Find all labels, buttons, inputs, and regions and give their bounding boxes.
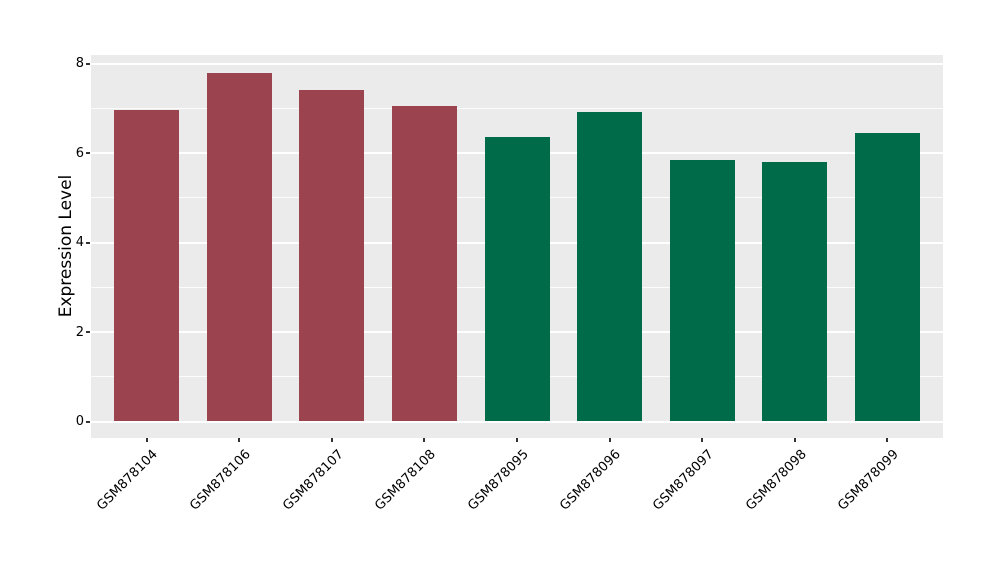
x-tick-label-GSM878104: GSM878104	[94, 447, 162, 514]
x-tick-mark	[608, 438, 611, 442]
y-tick-mark	[86, 62, 90, 65]
y-tick-mark	[86, 152, 90, 154]
x-tick-mark	[145, 438, 148, 442]
x-tick-label-GSM878095: GSM878095	[465, 447, 532, 514]
bar-GSM878107	[299, 90, 365, 422]
bar-GSM878097	[669, 159, 735, 422]
x-tick-label-GSM878108: GSM878108	[372, 447, 440, 514]
x-tick-label-GSM878097: GSM878097	[650, 447, 717, 514]
bar-GSM878095	[484, 137, 550, 422]
x-tick-mark	[886, 438, 889, 442]
y-tick-label: 2	[75, 324, 84, 340]
major-gridline	[91, 62, 943, 65]
x-tick-label-GSM878099: GSM878099	[835, 447, 903, 514]
x-tick-mark	[516, 438, 518, 442]
x-tick-label-GSM878096: GSM878096	[557, 447, 625, 514]
bar-GSM878106	[206, 73, 272, 422]
x-tick-label-GSM878098: GSM878098	[742, 447, 810, 514]
chart-panel	[91, 55, 943, 438]
x-tick-mark	[793, 438, 796, 442]
bar-GSM878096	[577, 111, 643, 422]
bar-GSM878108	[391, 106, 457, 422]
bar-GSM878098	[762, 161, 828, 422]
y-tick-label: 8	[75, 56, 84, 71]
major-gridline	[91, 420, 943, 423]
y-tick-mark	[86, 241, 90, 244]
y-tick-label: 4	[75, 235, 84, 250]
bar-GSM878104	[114, 110, 180, 422]
x-tick-mark	[330, 438, 333, 442]
x-tick-mark	[423, 438, 426, 442]
x-tick-mark	[238, 438, 241, 442]
y-tick-label: 6	[75, 145, 84, 161]
y-tick-mark	[86, 420, 90, 423]
x-tick-label-GSM878106: GSM878106	[187, 447, 254, 514]
y-tick-label: 0	[75, 414, 84, 429]
x-tick-label-GSM878107: GSM878107	[279, 447, 347, 514]
x-tick-mark	[701, 438, 704, 442]
bar-GSM878099	[854, 132, 920, 422]
minor-gridline	[91, 107, 943, 109]
y-tick-mark	[86, 331, 90, 333]
